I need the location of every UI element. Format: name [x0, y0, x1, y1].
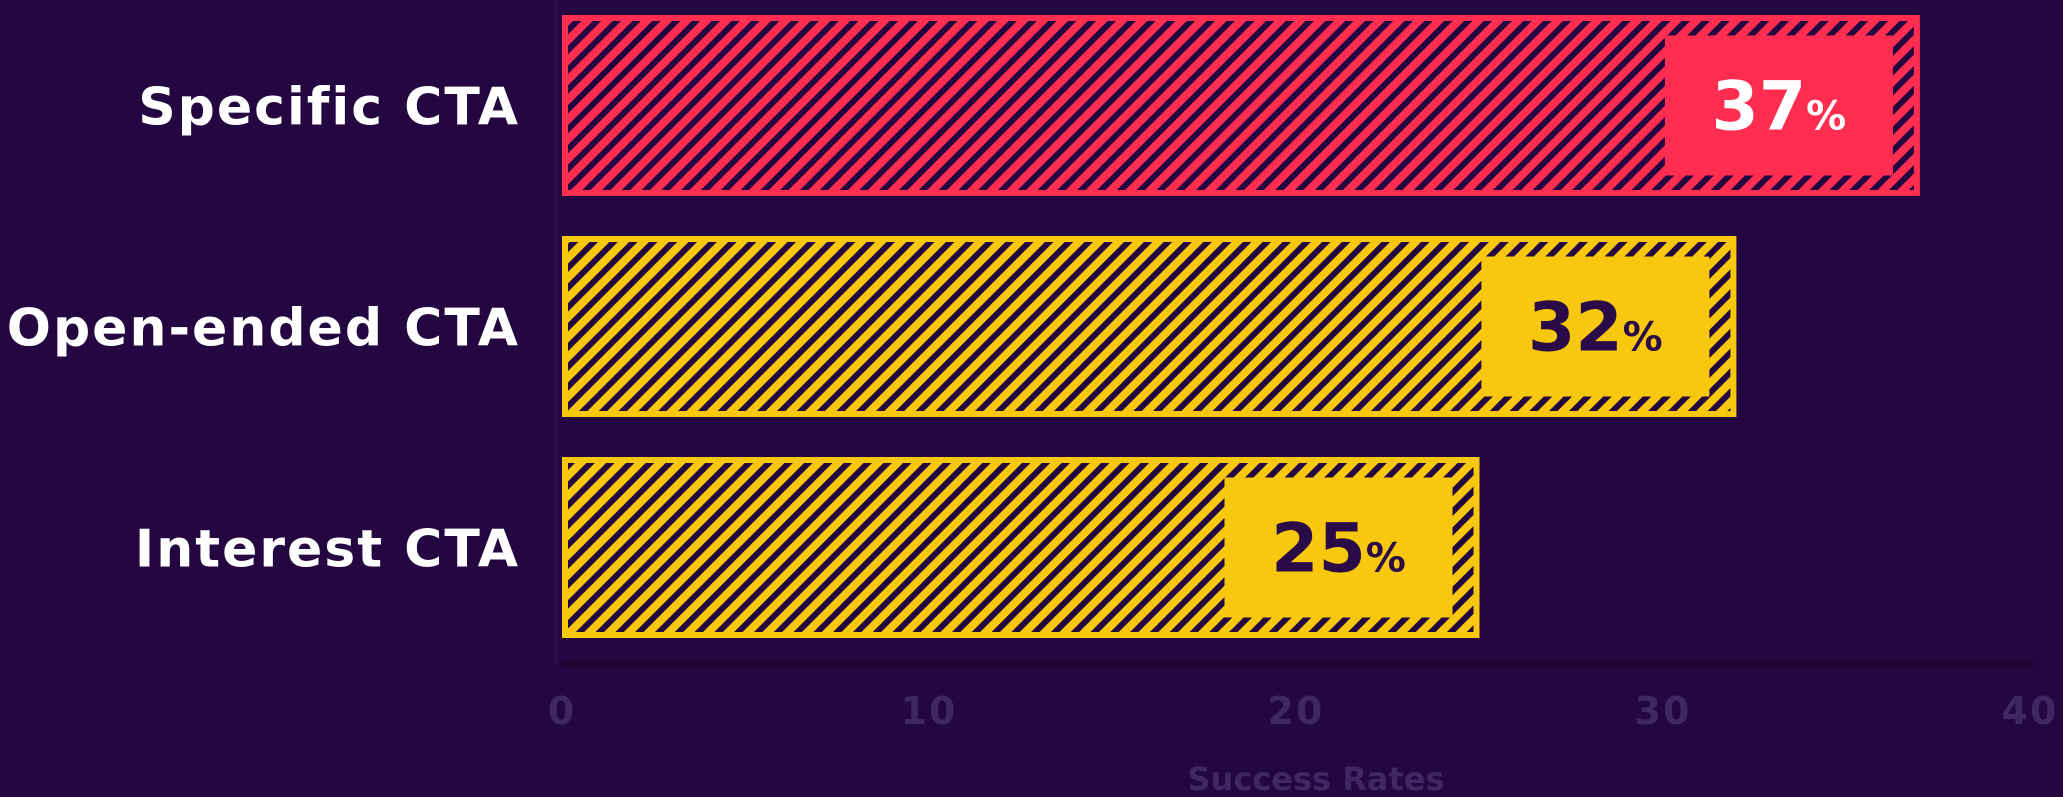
- x-tick-label: 10: [901, 689, 958, 733]
- value-label: 25%: [1271, 510, 1406, 589]
- category-labels: Specific CTA Open-ended CTA Interest CTA: [7, 78, 520, 580]
- bars-layer: 37% 32% 25%: [562, 15, 1920, 638]
- bar-group: 25%: [562, 457, 1480, 638]
- x-tick-label: 40: [2002, 689, 2059, 733]
- value-label: 32%: [1528, 289, 1663, 368]
- category-label: Specific CTA: [138, 78, 520, 138]
- x-axis: 0 10 20 30 40: [548, 0, 2059, 733]
- value-label: 37%: [1712, 68, 1847, 147]
- category-label: Open-ended CTA: [7, 299, 520, 359]
- x-axis-title: Success Rates: [1188, 760, 1445, 797]
- x-tick-label: 20: [1268, 689, 1325, 733]
- bar-group: 32%: [562, 236, 1737, 417]
- bar-group: 37%: [562, 15, 1920, 196]
- value-label-box: [1224, 477, 1453, 618]
- x-tick-label: 30: [1635, 689, 1692, 733]
- category-label: Interest CTA: [135, 520, 520, 580]
- x-tick-label: 0: [548, 689, 576, 733]
- value-label-box: [1481, 256, 1710, 397]
- value-label-box: [1664, 35, 1893, 176]
